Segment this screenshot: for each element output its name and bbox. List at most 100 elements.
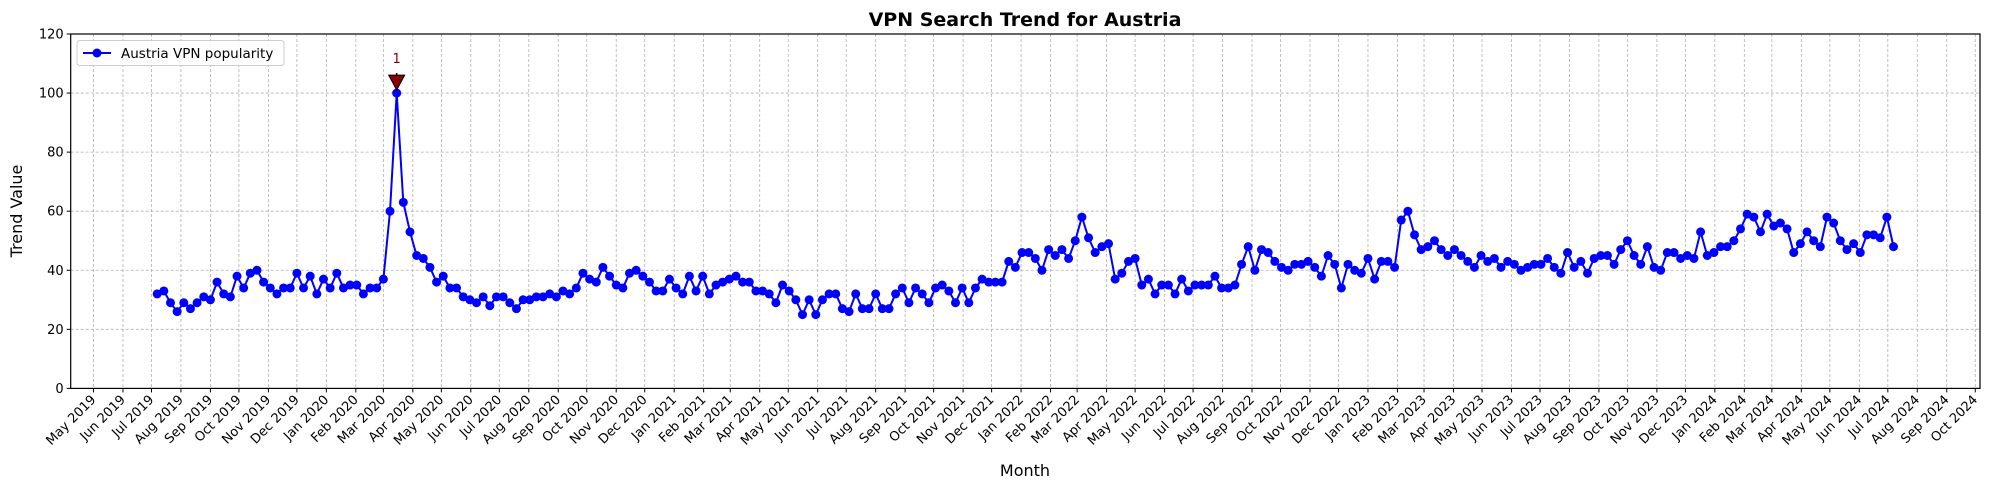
data-point [1689, 253, 1699, 263]
data-point [1203, 280, 1213, 290]
data-point [997, 277, 1007, 287]
data-point [844, 307, 854, 317]
data-point [505, 298, 515, 308]
data-point [1150, 289, 1160, 299]
legend-marker [92, 48, 102, 58]
data-point [299, 283, 309, 293]
data-point [738, 277, 748, 287]
data-point [1137, 280, 1147, 290]
data-point [911, 283, 921, 293]
data-point [1077, 212, 1087, 222]
data-point [1496, 262, 1506, 272]
data-point [1084, 233, 1094, 243]
data-point [1669, 248, 1679, 258]
data-point [797, 310, 807, 320]
data-point [1157, 280, 1167, 290]
data-point [671, 283, 681, 293]
data-point [864, 304, 874, 314]
data-point [445, 283, 455, 293]
data-point [1303, 256, 1313, 266]
data-point [831, 289, 841, 299]
data-point [937, 280, 947, 290]
data-point [1543, 253, 1553, 263]
data-point [1795, 239, 1805, 249]
data-point [1270, 256, 1280, 266]
data-point [1130, 253, 1140, 263]
data-point [1835, 236, 1845, 246]
data-point [1336, 283, 1346, 293]
data-point [332, 268, 342, 278]
data-point [1509, 259, 1519, 269]
y-tick-label: 40 [47, 264, 64, 279]
data-point [1716, 242, 1726, 252]
data-point [165, 298, 175, 308]
data-point [877, 304, 887, 314]
data-point [1749, 212, 1759, 222]
data-point [305, 271, 315, 281]
data-point [1602, 251, 1612, 260]
data-point [1004, 256, 1014, 266]
data-point [598, 262, 608, 272]
data-point [1230, 280, 1240, 290]
series-line [156, 93, 1895, 318]
data-point [1815, 242, 1825, 252]
data-point [644, 277, 654, 287]
data-point [984, 277, 994, 287]
data-point [205, 295, 215, 305]
data-point [857, 304, 867, 314]
data-point [405, 227, 415, 237]
data-point [771, 298, 781, 308]
y-axis: 0 20 40 60 80 100 120 [39, 28, 71, 397]
data-point [811, 310, 821, 320]
y-tick-label: 80 [47, 146, 64, 161]
data-point [292, 268, 302, 278]
data-point [1090, 248, 1100, 258]
data-point [1064, 253, 1074, 263]
data-point [279, 283, 289, 293]
data-point [1709, 248, 1719, 258]
data-point [1476, 251, 1486, 260]
data-point [1889, 242, 1899, 252]
data-point [1456, 251, 1466, 260]
data-point [392, 88, 402, 98]
data-point [651, 286, 661, 296]
data-point [265, 283, 275, 293]
data-point [1529, 259, 1539, 269]
data-point [1662, 248, 1672, 258]
data-point [698, 271, 708, 281]
data-point [365, 283, 375, 293]
data-point [1469, 262, 1479, 272]
data-point [1143, 274, 1153, 284]
data-point [1044, 245, 1054, 255]
data-point [318, 274, 328, 284]
data-point [518, 295, 528, 305]
data-point [571, 283, 581, 293]
data-point [378, 274, 388, 284]
data-point [1556, 268, 1566, 278]
data-point [578, 268, 588, 278]
data-point [1390, 262, 1400, 272]
data-point [944, 286, 954, 296]
annotations: 1 [387, 52, 406, 92]
data-point [778, 280, 788, 290]
data-point [618, 283, 628, 293]
data-point [1403, 206, 1413, 216]
data-point [1436, 245, 1446, 255]
data-point [1363, 253, 1373, 263]
data-point [970, 283, 980, 293]
data-point [891, 289, 901, 299]
data-point [498, 292, 508, 302]
data-point [851, 289, 861, 299]
data-point [1656, 265, 1666, 275]
data-point [1024, 248, 1034, 258]
data-point [1696, 227, 1706, 237]
data-point [1010, 262, 1020, 272]
data-point [1622, 236, 1632, 246]
data-point [1616, 245, 1626, 255]
data-point [1782, 224, 1792, 234]
data-point [1343, 259, 1353, 269]
data-point [1569, 262, 1579, 272]
data-point [159, 286, 169, 296]
data-point [904, 298, 914, 308]
data-point [1037, 265, 1047, 275]
